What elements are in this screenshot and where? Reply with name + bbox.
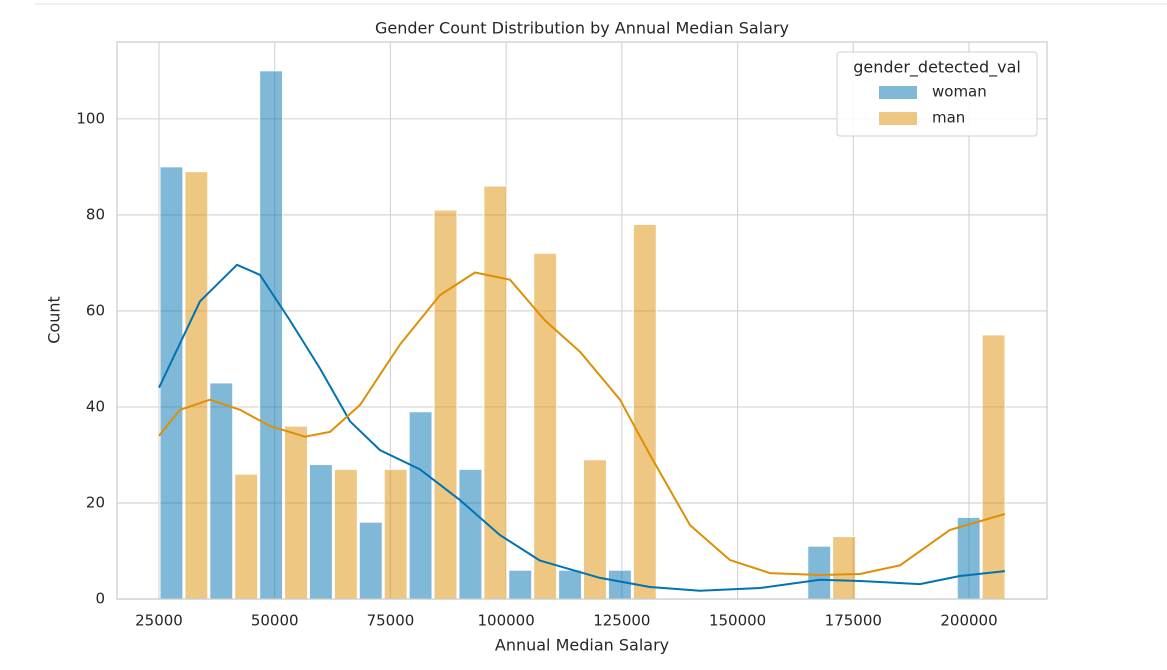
bar bbox=[308, 464, 333, 600]
y-tick-label: 100 bbox=[76, 109, 105, 127]
kde-line bbox=[158, 263, 1006, 592]
bar bbox=[433, 209, 458, 600]
legend-swatch bbox=[879, 86, 917, 99]
bar bbox=[259, 70, 284, 600]
x-tick-label: 175000 bbox=[825, 612, 882, 630]
y-tick-label: 80 bbox=[86, 205, 105, 223]
y-tick-label: 0 bbox=[95, 590, 105, 608]
bar bbox=[533, 252, 558, 600]
x-tick-label: 50000 bbox=[251, 612, 299, 630]
bar bbox=[458, 468, 483, 600]
x-tick-label: 125000 bbox=[593, 612, 650, 630]
x-tick-label: 25000 bbox=[135, 612, 183, 630]
x-tick-label: 200000 bbox=[940, 612, 997, 630]
bar bbox=[209, 382, 234, 600]
bar bbox=[981, 334, 1006, 600]
bar bbox=[159, 166, 184, 600]
bar bbox=[284, 425, 308, 600]
bar bbox=[956, 516, 981, 600]
bar bbox=[234, 473, 259, 600]
y-tick-label: 20 bbox=[86, 493, 105, 511]
bar bbox=[408, 411, 433, 600]
kde-line bbox=[158, 271, 1006, 576]
x-tick-label: 150000 bbox=[709, 612, 766, 630]
bar bbox=[807, 545, 832, 600]
y-tick-label: 60 bbox=[86, 301, 105, 319]
y-axis-label: Count bbox=[45, 296, 64, 344]
bar bbox=[607, 569, 632, 600]
x-tick-label: 75000 bbox=[367, 612, 415, 630]
bar bbox=[832, 536, 857, 600]
bar bbox=[508, 569, 533, 600]
bar bbox=[358, 521, 383, 600]
bar bbox=[632, 223, 657, 600]
y-tick-label: 40 bbox=[86, 397, 105, 415]
legend-swatch bbox=[879, 112, 917, 125]
bar bbox=[184, 171, 209, 600]
bar bbox=[383, 468, 408, 600]
bar bbox=[558, 569, 583, 600]
x-tick-label: 100000 bbox=[478, 612, 535, 630]
bar bbox=[333, 468, 358, 600]
x-axis-label: Annual Median Salary bbox=[495, 636, 669, 655]
plot-border bbox=[116, 41, 1048, 600]
legend-label: woman bbox=[932, 83, 987, 101]
legend-title: gender_detected_val bbox=[853, 58, 1021, 78]
chart-title: Gender Count Distribution by Annual Medi… bbox=[375, 19, 789, 38]
legend-label: man bbox=[932, 109, 965, 127]
